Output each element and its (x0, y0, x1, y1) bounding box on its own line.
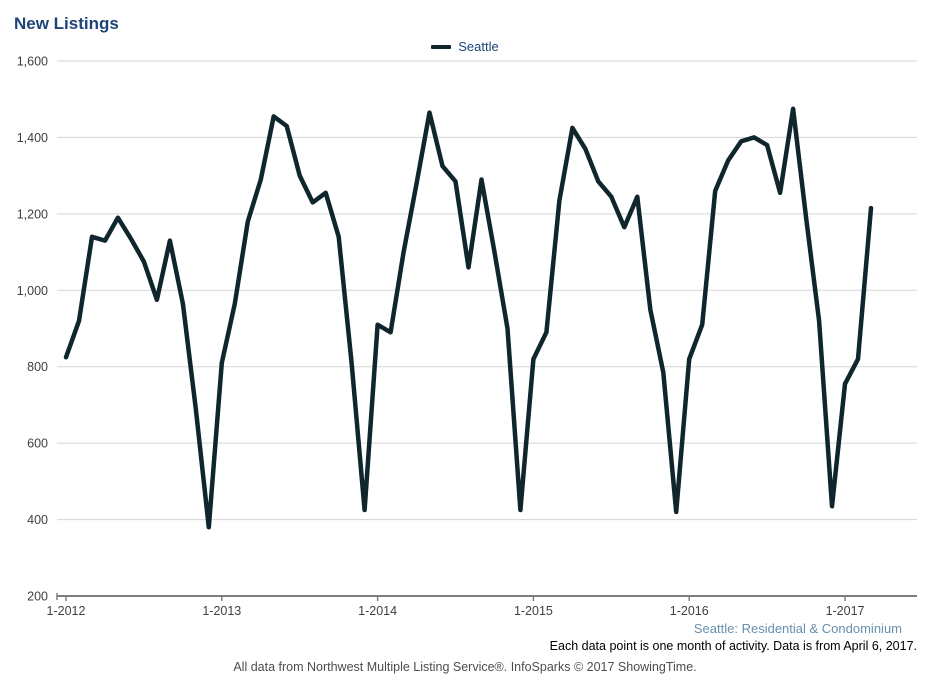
x-axis-label: 1-2013 (202, 604, 241, 618)
legend-line-swatch (431, 44, 452, 49)
chart-title: New Listings (14, 14, 119, 33)
y-axis-label: 1,400 (17, 131, 48, 145)
x-axis-label: 1-2015 (514, 604, 553, 618)
y-axis-label: 1,200 (17, 207, 48, 221)
legend: Seattle (0, 39, 930, 54)
y-axis-label: 1,600 (17, 55, 48, 69)
source-note: All data from Northwest Multiple Listing… (233, 660, 697, 674)
y-axis-label: 1,000 (17, 284, 48, 298)
x-axis-label: 1-2014 (358, 604, 397, 618)
legend-label: Seattle (458, 39, 499, 54)
y-axis-label: 600 (27, 437, 48, 451)
line-chart-canvas: 200 400 600 800 1,000 1,200 1,400 1,600 1-2012 1-… (17, 55, 917, 618)
x-axis-label: 1-2012 (47, 604, 86, 618)
data-note: Each data point is one month of activity… (549, 639, 917, 653)
y-axis-label: 400 (27, 513, 48, 527)
x-axis-label: 1-2016 (670, 604, 709, 618)
y-axis-label: 200 (27, 590, 48, 604)
y-axis-label: 800 (27, 360, 48, 374)
series-line-seattle (63, 106, 874, 530)
series-note: Seattle: Residential & Condominium (693, 621, 902, 636)
x-axis-label: 1-2017 (826, 604, 865, 618)
